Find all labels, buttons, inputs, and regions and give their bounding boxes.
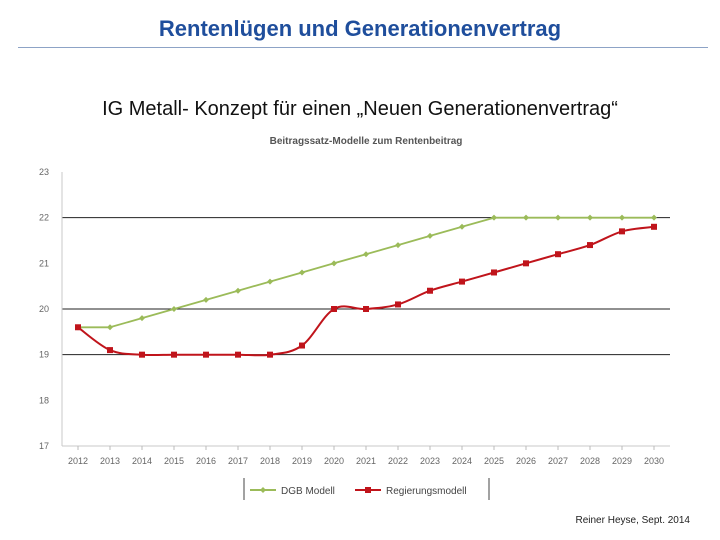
author-credit: Reiner Heyse, Sept. 2014 <box>575 515 690 526</box>
y-tick-label: 21 <box>39 258 49 268</box>
data-point-dgb-modell <box>523 214 529 221</box>
x-tick-label: 2017 <box>228 456 248 466</box>
data-point-dgb-modell <box>491 214 497 221</box>
data-point-regierungsmodell <box>523 260 529 267</box>
x-tick-label: 2016 <box>196 456 216 466</box>
x-tick-label: 2028 <box>580 456 600 466</box>
y-tick-label: 17 <box>39 441 49 451</box>
data-point-dgb-modell <box>363 251 369 258</box>
data-point-regierungsmodell <box>203 351 209 358</box>
data-point-dgb-modell <box>427 232 433 239</box>
data-point-dgb-modell <box>267 278 273 285</box>
x-tick-label: 2015 <box>164 456 184 466</box>
title-divider <box>18 47 708 48</box>
x-tick-label: 2021 <box>356 456 376 466</box>
x-tick-label: 2029 <box>612 456 632 466</box>
y-tick-label: 18 <box>39 395 49 405</box>
y-tick-label: 20 <box>39 304 49 314</box>
data-point-regierungsmodell <box>395 301 401 308</box>
x-tick-label: 2027 <box>548 456 568 466</box>
legend-marker-regierungsmodell <box>365 487 371 493</box>
data-point-regierungsmodell <box>331 306 337 312</box>
data-point-regierungsmodell <box>75 324 81 331</box>
x-tick-label: 2020 <box>324 456 344 466</box>
data-point-regierungsmodell <box>427 287 433 294</box>
chart-title: Beitragssatz-Modelle zum Rentenbeitrag <box>270 136 463 147</box>
data-point-regierungsmodell <box>651 223 657 230</box>
data-point-regierungsmodell <box>555 251 561 258</box>
series-line-regierungsmodell <box>77 225 655 357</box>
x-tick-label: 2023 <box>420 456 440 466</box>
x-tick-label: 2024 <box>452 456 472 466</box>
data-point-regierungsmodell <box>107 347 113 354</box>
data-point-regierungsmodell <box>267 351 273 358</box>
data-point-dgb-modell <box>395 242 401 249</box>
x-tick-label: 2022 <box>388 456 408 466</box>
data-point-regierungsmodell <box>491 269 497 276</box>
data-point-dgb-modell <box>587 214 593 221</box>
data-point-regierungsmodell <box>235 351 241 358</box>
data-point-regierungsmodell <box>587 242 593 249</box>
x-tick-label: 2019 <box>292 456 312 466</box>
data-point-regierungsmodell <box>299 342 305 349</box>
x-tick-label: 2026 <box>516 456 536 466</box>
x-tick-label: 2014 <box>132 456 152 466</box>
x-tick-label: 2013 <box>100 456 120 466</box>
legend-label-dgb-modell: DGB Modell <box>281 486 335 497</box>
data-point-dgb-modell <box>107 324 113 331</box>
y-tick-label: 23 <box>39 167 49 177</box>
data-point-dgb-modell <box>235 287 241 294</box>
data-point-regierungsmodell <box>619 228 625 235</box>
x-tick-label: 2018 <box>260 456 280 466</box>
x-tick-label: 2030 <box>644 456 664 466</box>
slide-title: Rentenlügen und Generationenvertrag <box>158 16 562 41</box>
x-tick-label: 2025 <box>484 456 504 466</box>
data-point-dgb-modell <box>299 269 305 276</box>
x-tick-label: 2012 <box>68 456 88 466</box>
data-point-dgb-modell <box>555 214 561 221</box>
data-point-dgb-modell <box>651 214 657 221</box>
y-tick-label: 22 <box>39 213 49 223</box>
data-point-dgb-modell <box>171 306 177 312</box>
data-point-dgb-modell <box>139 315 145 322</box>
data-point-regierungsmodell <box>139 351 145 358</box>
data-point-dgb-modell <box>203 296 209 303</box>
y-tick-label: 19 <box>39 350 49 360</box>
slide-subtitle: IG Metall- Konzept für einen „Neuen Gene… <box>102 98 618 120</box>
legend-marker-dgb-modell <box>260 487 266 493</box>
data-point-regierungsmodell <box>171 351 177 358</box>
data-point-dgb-modell <box>619 214 625 221</box>
legend-label-regierungsmodell: Regierungsmodell <box>386 486 467 497</box>
data-point-regierungsmodell <box>363 306 369 312</box>
data-point-regierungsmodell <box>459 278 465 285</box>
data-point-dgb-modell <box>459 223 465 230</box>
data-point-dgb-modell <box>331 260 337 267</box>
